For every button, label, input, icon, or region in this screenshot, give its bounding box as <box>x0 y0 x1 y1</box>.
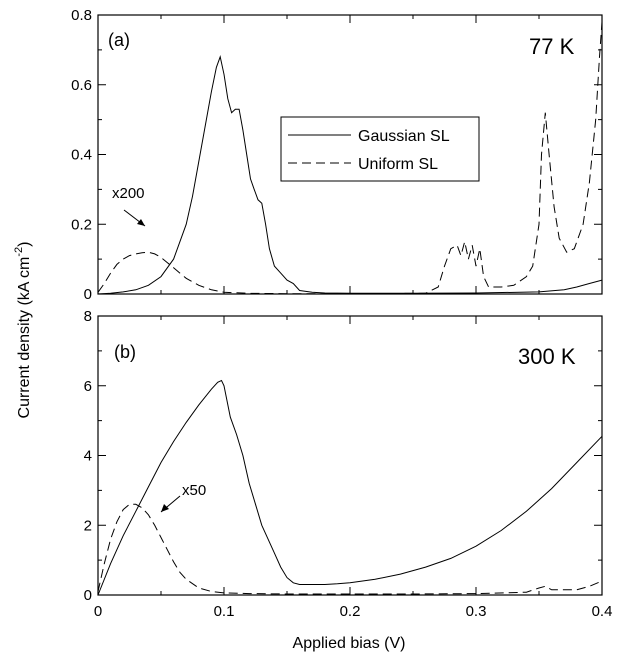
panel-b: 0 0.1 0.2 0.3 0.4 0 2 4 6 8 (b) 300 K x50 <box>84 308 613 620</box>
y-axis-title-superscript: -2 <box>13 247 25 257</box>
panel-a-y-tick-label: 0.6 <box>71 77 92 94</box>
panel-b-series <box>97 379 603 596</box>
panel-a-annotation: x200 <box>112 185 145 202</box>
panel-a-series-uniform-sl <box>97 21 603 295</box>
panel-b-temperature-label: 300 K <box>518 344 576 369</box>
panel-a-series-gaussian-sl <box>97 54 603 295</box>
legend-box <box>280 116 480 182</box>
panel-a-y-tick-label: 0 <box>84 286 92 303</box>
panel-b-annotation: x50 <box>182 482 206 499</box>
legend: Gaussian SL Uniform SL <box>280 116 480 182</box>
legend-label-gaussian: Gaussian SL <box>358 128 450 145</box>
panel-b-y-tick-label: 4 <box>84 448 92 465</box>
legend-label-uniform: Uniform SL <box>358 156 438 173</box>
panel-a-label: (a) <box>108 30 130 50</box>
panel-b-x-tick-label: 0.4 <box>592 603 613 620</box>
panel-b-label: (b) <box>114 342 136 362</box>
panel-b-ticks: 0 0.1 0.2 0.3 0.4 0 2 4 6 8 <box>84 308 613 620</box>
panel-a: 0 0.2 0.4 0.6 0.8 (a) 77 K x200 Gaussian SL … <box>71 7 603 303</box>
panel-b-annotation-arrowhead <box>161 504 169 512</box>
panel-a-annotation-arrowhead <box>137 219 145 226</box>
panel-a-temperature-label: 77 K <box>529 34 575 59</box>
panel-b-series-gaussian-sl <box>97 379 603 596</box>
panel-b-y-tick-label: 2 <box>84 517 92 534</box>
panel-a-y-tick-label: 0.4 <box>71 147 92 164</box>
panel-a-y-tick-label: 0.2 <box>71 216 92 233</box>
panel-a-y-tick-label: 0.8 <box>71 7 92 24</box>
panel-b-x-tick-label: 0.2 <box>340 603 361 620</box>
y-axis-title: Current density (kA cm-2) <box>13 242 33 419</box>
panel-b-y-tick-label: 0 <box>84 587 92 604</box>
y-axis-title-main: Current density (kA cm <box>16 257 33 419</box>
panel-b-series-uniform-sl <box>97 503 603 595</box>
panel-b-y-tick-label: 6 <box>84 378 92 395</box>
panel-b-x-tick-label: 0.3 <box>466 603 487 620</box>
panel-a-series <box>97 21 603 295</box>
panel-a-ticks: 0 0.2 0.4 0.6 0.8 <box>71 7 603 303</box>
panel-b-x-tick-label: 0.1 <box>214 603 235 620</box>
x-axis-title: Applied bias (V) <box>293 635 406 652</box>
y-axis-title-close: ) <box>16 242 33 247</box>
panel-b-y-tick-label: 8 <box>84 308 92 325</box>
panel-b-x-tick-label: 0 <box>94 603 102 620</box>
